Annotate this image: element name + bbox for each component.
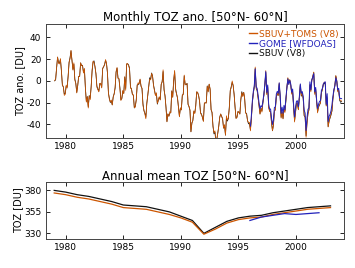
Title: Monthly TOZ ano. [50°N- 60°N]: Monthly TOZ ano. [50°N- 60°N] — [103, 11, 288, 24]
Y-axis label: TOZ [DU]: TOZ [DU] — [13, 187, 23, 233]
Title: Annual mean TOZ [50°N- 60°N]: Annual mean TOZ [50°N- 60°N] — [102, 169, 289, 182]
Legend: SBUV+TOMS (V8), GOME [WFDOAS], SBUV (V8): SBUV+TOMS (V8), GOME [WFDOAS], SBUV (V8) — [248, 29, 340, 59]
Y-axis label: TOZ ano. [DU]: TOZ ano. [DU] — [15, 46, 25, 116]
